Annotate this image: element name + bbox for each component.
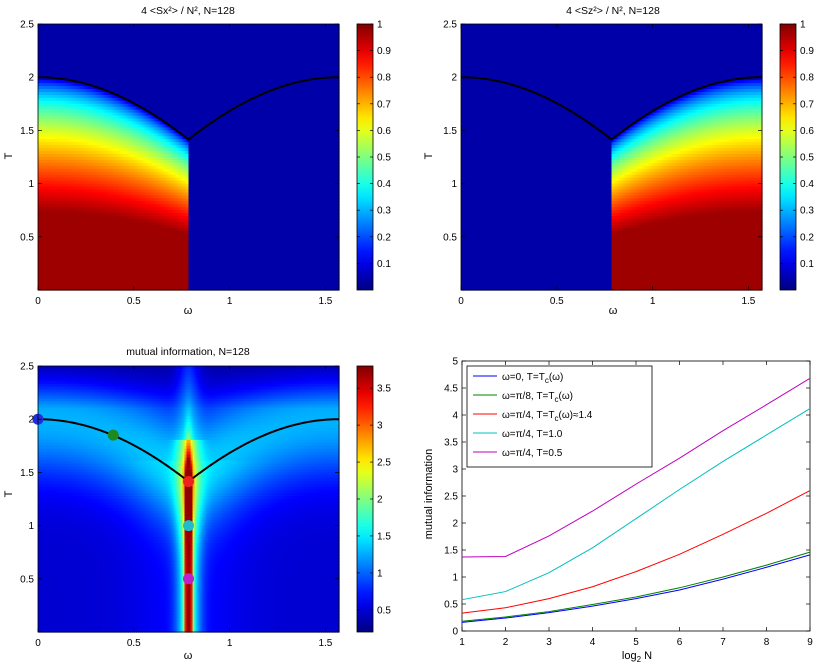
panel-sx: 4 <Sx²> / N², N=128 0 0.5 1 1.50.511.522.5 …	[3, 5, 391, 317]
panel-sx-title: 4 <Sx²> / N², N=128	[141, 5, 235, 17]
heatmap-sx	[38, 24, 340, 291]
